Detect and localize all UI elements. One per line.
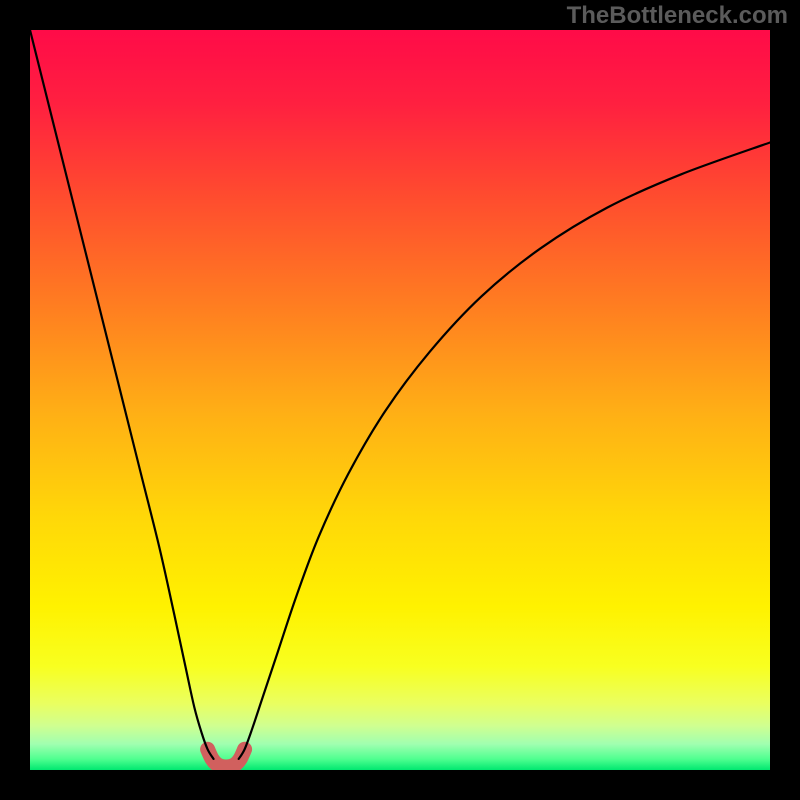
plot-area: [30, 30, 770, 770]
curve-left-branch: [30, 30, 214, 759]
curve-right-branch: [239, 142, 770, 758]
bottleneck-curve: [30, 30, 770, 770]
watermark-text: TheBottleneck.com: [567, 2, 788, 30]
chart-frame: TheBottleneck.com: [0, 0, 800, 800]
